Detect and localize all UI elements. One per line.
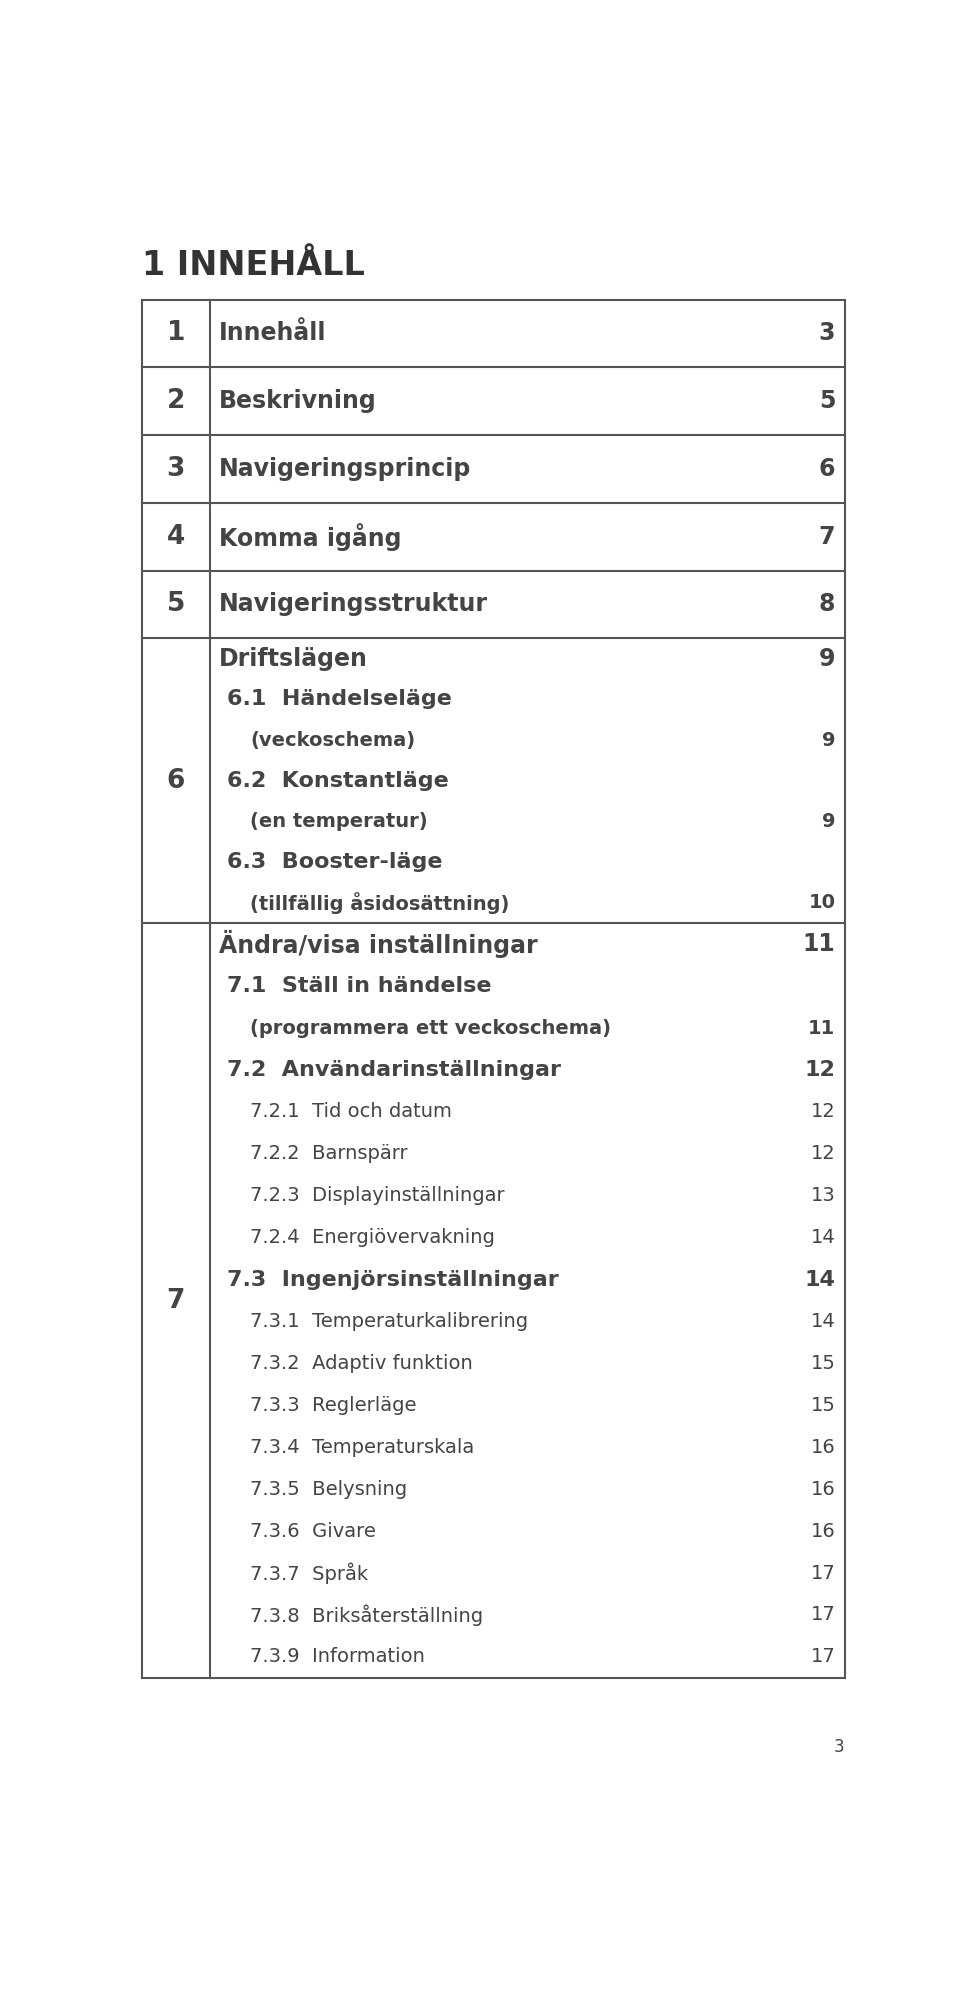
Text: 5: 5: [167, 591, 185, 617]
Text: 7.3.8  Briksåterställning: 7.3.8 Briksåterställning: [251, 1605, 483, 1625]
Text: Navigeringsprincip: Navigeringsprincip: [219, 457, 471, 481]
Text: 7.3.7  Språk: 7.3.7 Språk: [251, 1561, 369, 1583]
Text: 7.2.2  Barnspärr: 7.2.2 Barnspärr: [251, 1144, 408, 1164]
Text: 7.2.1  Tid och datum: 7.2.1 Tid och datum: [251, 1102, 452, 1122]
Text: Ändra/visa inställningar: Ändra/visa inställningar: [219, 931, 538, 959]
Text: 17: 17: [810, 1563, 835, 1583]
Text: 7.1  Ställ in händelse: 7.1 Ställ in händelse: [227, 977, 492, 996]
Text: 14: 14: [804, 1269, 835, 1289]
Text: 6.2  Konstantläge: 6.2 Konstantläge: [227, 772, 448, 792]
Text: 9: 9: [822, 812, 835, 831]
Text: 14: 14: [810, 1313, 835, 1331]
Text: 7.2.3  Displayinställningar: 7.2.3 Displayinställningar: [251, 1185, 505, 1205]
Text: 1: 1: [166, 320, 185, 346]
Text: 11: 11: [803, 933, 835, 957]
Text: 17: 17: [810, 1605, 835, 1625]
Text: 7: 7: [167, 1287, 185, 1313]
Text: 12: 12: [810, 1102, 835, 1122]
Text: 7.3  Ingenjörsinställningar: 7.3 Ingenjörsinställningar: [227, 1269, 559, 1289]
Text: 7.3.4  Temperaturskala: 7.3.4 Temperaturskala: [251, 1438, 474, 1456]
Text: 6.3  Booster-läge: 6.3 Booster-läge: [227, 851, 443, 871]
Text: 16: 16: [810, 1522, 835, 1541]
Text: 16: 16: [810, 1438, 835, 1456]
Text: 15: 15: [810, 1396, 835, 1414]
Text: 7: 7: [819, 525, 835, 549]
Text: 1 INNEHÅLL: 1 INNEHÅLL: [142, 249, 365, 282]
Text: 7.3.5  Belysning: 7.3.5 Belysning: [251, 1480, 407, 1498]
Text: 5: 5: [819, 390, 835, 414]
Text: 2: 2: [167, 388, 185, 414]
Text: (tillfällig åsidosättning): (tillfällig åsidosättning): [251, 891, 510, 913]
Text: Beskrivning: Beskrivning: [219, 390, 377, 414]
Text: 15: 15: [810, 1355, 835, 1372]
Text: 3: 3: [167, 455, 185, 481]
Text: 12: 12: [810, 1144, 835, 1164]
Text: 14: 14: [810, 1227, 835, 1247]
Text: Innehåll: Innehåll: [219, 322, 326, 346]
Text: (programmera ett veckoschema): (programmera ett veckoschema): [251, 1018, 612, 1038]
Bar: [142, 300, 845, 1679]
Text: 17: 17: [810, 1647, 835, 1667]
Text: 9: 9: [819, 646, 835, 670]
Text: 7.2  Användarinställningar: 7.2 Användarinställningar: [227, 1060, 561, 1080]
Text: 9: 9: [822, 730, 835, 750]
Text: 7.3.6  Givare: 7.3.6 Givare: [251, 1522, 376, 1541]
Text: 7.3.2  Adaptiv funktion: 7.3.2 Adaptiv funktion: [251, 1355, 473, 1372]
Text: 16: 16: [810, 1480, 835, 1498]
Text: Driftslägen: Driftslägen: [219, 646, 368, 670]
Text: Navigeringsstruktur: Navigeringsstruktur: [219, 593, 489, 617]
Text: 6: 6: [819, 457, 835, 481]
Text: 7.2.4  Energiövervakning: 7.2.4 Energiövervakning: [251, 1227, 495, 1247]
Text: 7.3.9  Information: 7.3.9 Information: [251, 1647, 425, 1667]
Text: 12: 12: [804, 1060, 835, 1080]
Text: 10: 10: [808, 893, 835, 913]
Text: 13: 13: [810, 1185, 835, 1205]
Text: 6: 6: [167, 768, 185, 794]
Text: 7.3.3  Reglerläge: 7.3.3 Reglerläge: [251, 1396, 417, 1414]
Text: 11: 11: [808, 1018, 835, 1038]
Text: 6.1  Händelseläge: 6.1 Händelseläge: [227, 690, 452, 710]
Text: 7.3.1  Temperaturkalibrering: 7.3.1 Temperaturkalibrering: [251, 1313, 528, 1331]
Text: 3: 3: [819, 322, 835, 346]
Text: (en temperatur): (en temperatur): [251, 812, 428, 831]
Text: 4: 4: [167, 523, 185, 549]
Text: 8: 8: [819, 593, 835, 617]
Text: (veckoschema): (veckoschema): [251, 730, 416, 750]
Text: 3: 3: [834, 1738, 845, 1756]
Text: Komma igång: Komma igång: [219, 523, 401, 551]
